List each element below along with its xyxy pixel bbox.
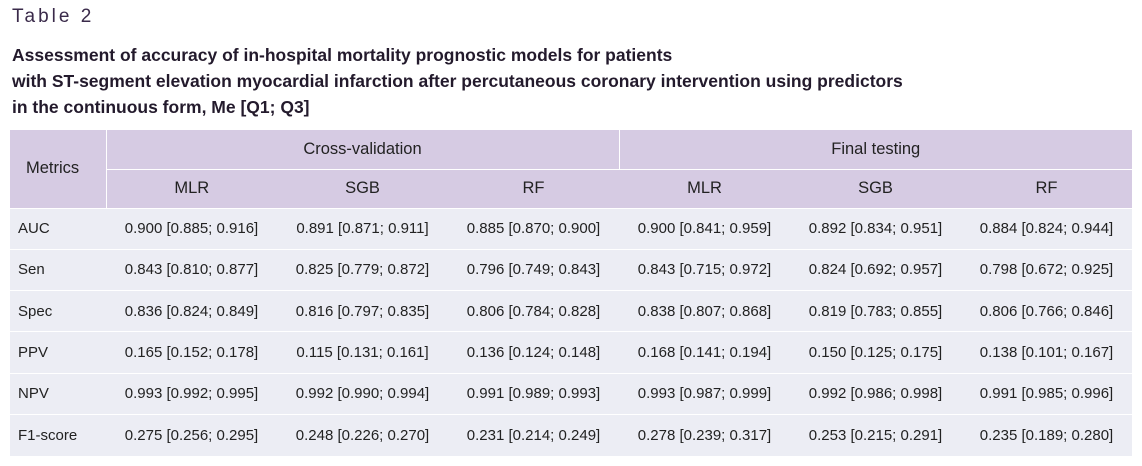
metric-name: AUC xyxy=(10,208,106,250)
model-header: MLR xyxy=(106,169,277,208)
table-cell: 0.798 [0.672; 0.925] xyxy=(961,249,1132,291)
model-header: RF xyxy=(448,169,619,208)
table-cell: 0.796 [0.749; 0.843] xyxy=(448,249,619,291)
table-cell: 0.819 [0.783; 0.855] xyxy=(790,290,961,332)
table-cell: 0.900 [0.885; 0.916] xyxy=(106,208,277,250)
title-line-2: with ST-segment elevation myocardial inf… xyxy=(12,71,903,91)
table-cell: 0.138 [0.101; 0.167] xyxy=(961,331,1132,374)
table-row: NPV 0.993 [0.992; 0.995] 0.992 [0.990; 0… xyxy=(10,373,1132,415)
metrics-header: Metrics xyxy=(10,130,107,208)
table-row: Spec 0.836 [0.824; 0.849] 0.816 [0.797; … xyxy=(10,290,1132,332)
table-row: F1-score 0.275 [0.256; 0.295] 0.248 [0.2… xyxy=(10,414,1132,456)
metric-name: PPV xyxy=(10,331,106,374)
title-line-1: Assessment of accuracy of in-hospital mo… xyxy=(12,45,673,65)
metric-name: Sen xyxy=(10,249,106,291)
table-row: PPV 0.165 [0.152; 0.178] 0.115 [0.131; 0… xyxy=(10,331,1132,374)
table-cell: 0.991 [0.985; 0.996] xyxy=(961,373,1132,415)
table-cell: 0.900 [0.841; 0.959] xyxy=(619,208,790,250)
table-cell: 0.168 [0.141; 0.194] xyxy=(619,331,790,374)
metric-name: F1-score xyxy=(10,414,106,456)
metric-name: Spec xyxy=(10,290,106,332)
final-testing-header: Final testing xyxy=(619,130,1132,170)
metric-name: NPV xyxy=(10,373,106,415)
model-header: MLR xyxy=(619,169,790,208)
table-cell: 0.884 [0.824; 0.944] xyxy=(961,208,1132,250)
table-cell: 0.150 [0.125; 0.175] xyxy=(790,331,961,374)
table-cell: 0.816 [0.797; 0.835] xyxy=(277,290,448,332)
table-cell: 0.992 [0.990; 0.994] xyxy=(277,373,448,415)
table-label: Table 2 xyxy=(12,6,95,27)
table-title: Assessment of accuracy of in-hospital mo… xyxy=(12,42,1132,120)
table-cell: 0.843 [0.715; 0.972] xyxy=(619,249,790,291)
table-cell: 0.992 [0.986; 0.998] xyxy=(790,373,961,415)
table-cell: 0.115 [0.131; 0.161] xyxy=(277,331,448,374)
table-cell: 0.836 [0.824; 0.849] xyxy=(106,290,277,332)
table-cell: 0.838 [0.807; 0.868] xyxy=(619,290,790,332)
table-cell: 0.885 [0.870; 0.900] xyxy=(448,208,619,250)
header-row-models: MLR SGB RF MLR SGB RF xyxy=(10,169,1132,208)
table-row: Sen 0.843 [0.810; 0.877] 0.825 [0.779; 0… xyxy=(10,249,1132,291)
table-cell: 0.991 [0.989; 0.993] xyxy=(448,373,619,415)
header-row-groups: Metrics Cross-validation Final testing xyxy=(10,130,1132,208)
model-header: SGB xyxy=(790,169,961,208)
table-cell: 0.806 [0.766; 0.846] xyxy=(961,290,1132,332)
table-cell: 0.278 [0.239; 0.317] xyxy=(619,414,790,456)
model-header: RF xyxy=(961,169,1132,208)
table-cell: 0.825 [0.779; 0.872] xyxy=(277,249,448,291)
table-cell: 0.136 [0.124; 0.148] xyxy=(448,331,619,374)
table-cell: 0.231 [0.214; 0.249] xyxy=(448,414,619,456)
table-cell: 0.806 [0.784; 0.828] xyxy=(448,290,619,332)
table-cell: 0.275 [0.256; 0.295] xyxy=(106,414,277,456)
table-cell: 0.891 [0.871; 0.911] xyxy=(277,208,448,250)
table-cell: 0.892 [0.834; 0.951] xyxy=(790,208,961,250)
model-header: SGB xyxy=(277,169,448,208)
table-row: AUC 0.900 [0.885; 0.916] 0.891 [0.871; 0… xyxy=(10,208,1132,250)
cross-validation-header: Cross-validation xyxy=(106,130,620,170)
table-cell: 0.248 [0.226; 0.270] xyxy=(277,414,448,456)
title-line-3: in the continuous form, Me [Q1; Q3] xyxy=(12,97,310,117)
table-cell: 0.993 [0.987; 0.999] xyxy=(619,373,790,415)
table-cell: 0.824 [0.692; 0.957] xyxy=(790,249,961,291)
table-cell: 0.165 [0.152; 0.178] xyxy=(106,331,277,374)
table-cell: 0.235 [0.189; 0.280] xyxy=(961,414,1132,456)
table-cell: 0.843 [0.810; 0.877] xyxy=(106,249,277,291)
results-table: Metrics Cross-validation Final testing M… xyxy=(10,130,1132,456)
table-cell: 0.993 [0.992; 0.995] xyxy=(106,373,277,415)
table-cell: 0.253 [0.215; 0.291] xyxy=(790,414,961,456)
